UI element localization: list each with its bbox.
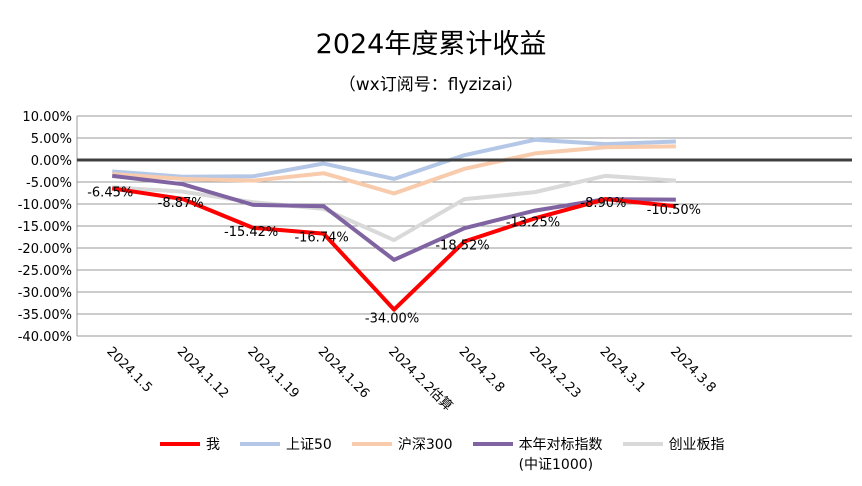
x-tick-label: 2024.1.19 xyxy=(244,344,301,401)
y-tick-label: -30.00% xyxy=(18,286,72,301)
x-tick-label: 2024.1.5 xyxy=(103,344,155,396)
legend-item: 沪深300 xyxy=(351,434,453,474)
data-label: -15.42% xyxy=(224,225,278,240)
legend-swatch xyxy=(160,442,200,446)
x-tick-label: 2024.3.8 xyxy=(667,344,719,396)
data-label: -18.52% xyxy=(435,238,489,253)
legend-label: 本年对标指数 (中证1000) xyxy=(518,437,603,473)
series-line-3 xyxy=(111,173,676,262)
y-tick-label: -35.00% xyxy=(18,308,72,323)
data-label: -8.87% xyxy=(158,196,204,211)
x-tick-label: 2024.2.8 xyxy=(456,344,508,396)
y-tick-label: 5.00% xyxy=(31,132,72,147)
y-tick-label: -40.00% xyxy=(18,330,72,345)
chart-title: 2024年度累计收益 xyxy=(315,29,547,60)
x-tick-label: 2024.2.23 xyxy=(526,344,583,401)
legend-swatch xyxy=(351,442,392,446)
legend-item: 本年对标指数 (中证1000) xyxy=(472,434,603,474)
legend-label: 上证50 xyxy=(286,437,332,453)
x-tick-label: 2024.1.12 xyxy=(174,344,231,401)
x-tick-label: 2024.3.1 xyxy=(597,344,649,396)
chart-subtitle: （wx订阅号：flyzizai） xyxy=(338,75,524,95)
legend-swatch xyxy=(622,442,663,446)
legend-label: 创业板指 xyxy=(668,437,725,453)
y-tick-label: -20.00% xyxy=(18,242,72,257)
legend-item: 创业板指 xyxy=(622,434,725,474)
data-label: -34.00% xyxy=(365,312,419,327)
legend-label: 我 xyxy=(206,437,220,453)
legend-item: 上证50 xyxy=(240,434,332,474)
legend: 我 上证50 沪深300 本年对标指数 (中证1000) 创业板指 xyxy=(160,434,725,474)
legend-item: 我 xyxy=(160,434,220,474)
legend-label: 沪深300 xyxy=(397,437,453,453)
y-tick-label: -10.00% xyxy=(18,198,72,213)
y-tick-label: -25.00% xyxy=(18,264,72,279)
data-label: -8.90% xyxy=(580,196,626,211)
x-tick-label: 2024.1.26 xyxy=(315,344,372,401)
data-label: -10.50% xyxy=(647,203,701,218)
legend-swatch xyxy=(240,442,280,446)
y-tick-label: 0.00% xyxy=(31,154,72,169)
x-tick-label: 2024.2.2估算 xyxy=(385,344,455,414)
legend-swatch xyxy=(472,442,513,446)
data-label: -6.45% xyxy=(87,185,133,200)
data-label: -13.25% xyxy=(506,215,560,230)
data-label: -16.74% xyxy=(294,231,348,246)
y-tick-label: 10.00% xyxy=(22,110,72,125)
y-tick-label: -15.00% xyxy=(18,220,72,235)
y-tick-label: -5.00% xyxy=(26,176,72,191)
